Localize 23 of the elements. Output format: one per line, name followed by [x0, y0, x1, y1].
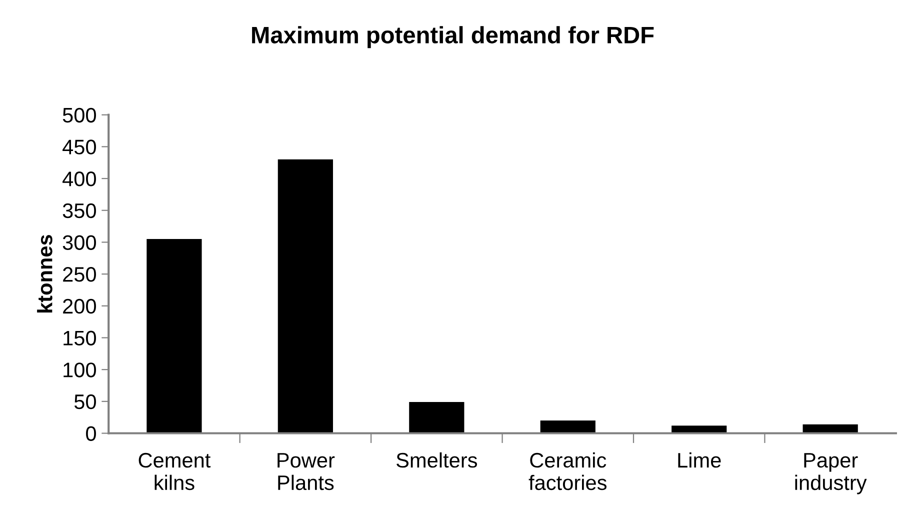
y-tick-label: 100 [64, 362, 96, 378]
y-tick-label: 400 [62, 172, 96, 186]
x-tick-label: Lime [678, 452, 721, 468]
y-tick-label: 500 [62, 108, 96, 123]
y-tick-label: 0 [86, 426, 96, 442]
y-axis-title: ktonnes [37, 234, 52, 313]
bar [278, 159, 333, 434]
x-tick-label: Paper industry [795, 453, 867, 494]
y-tick-label: 300 [62, 235, 96, 250]
chart-title: Maximum potential demand for RDF [252, 26, 654, 48]
y-tick-label: 150 [64, 330, 96, 346]
y-tick-label: 250 [63, 267, 96, 282]
y-tick-label: 450 [62, 140, 96, 154]
y-tick-label: 50 [74, 394, 96, 410]
y-tick-label: 200 [63, 298, 96, 314]
bar [540, 420, 596, 434]
x-tick-label: Power Plants [278, 453, 335, 490]
bar [409, 402, 464, 434]
bar [146, 239, 202, 434]
x-tick-label: Cement kilns [138, 452, 211, 490]
y-tick-label: 350 [62, 203, 96, 218]
x-tick-label: Ceramic factories [528, 452, 607, 490]
x-tick-label: Smelters [396, 452, 478, 468]
